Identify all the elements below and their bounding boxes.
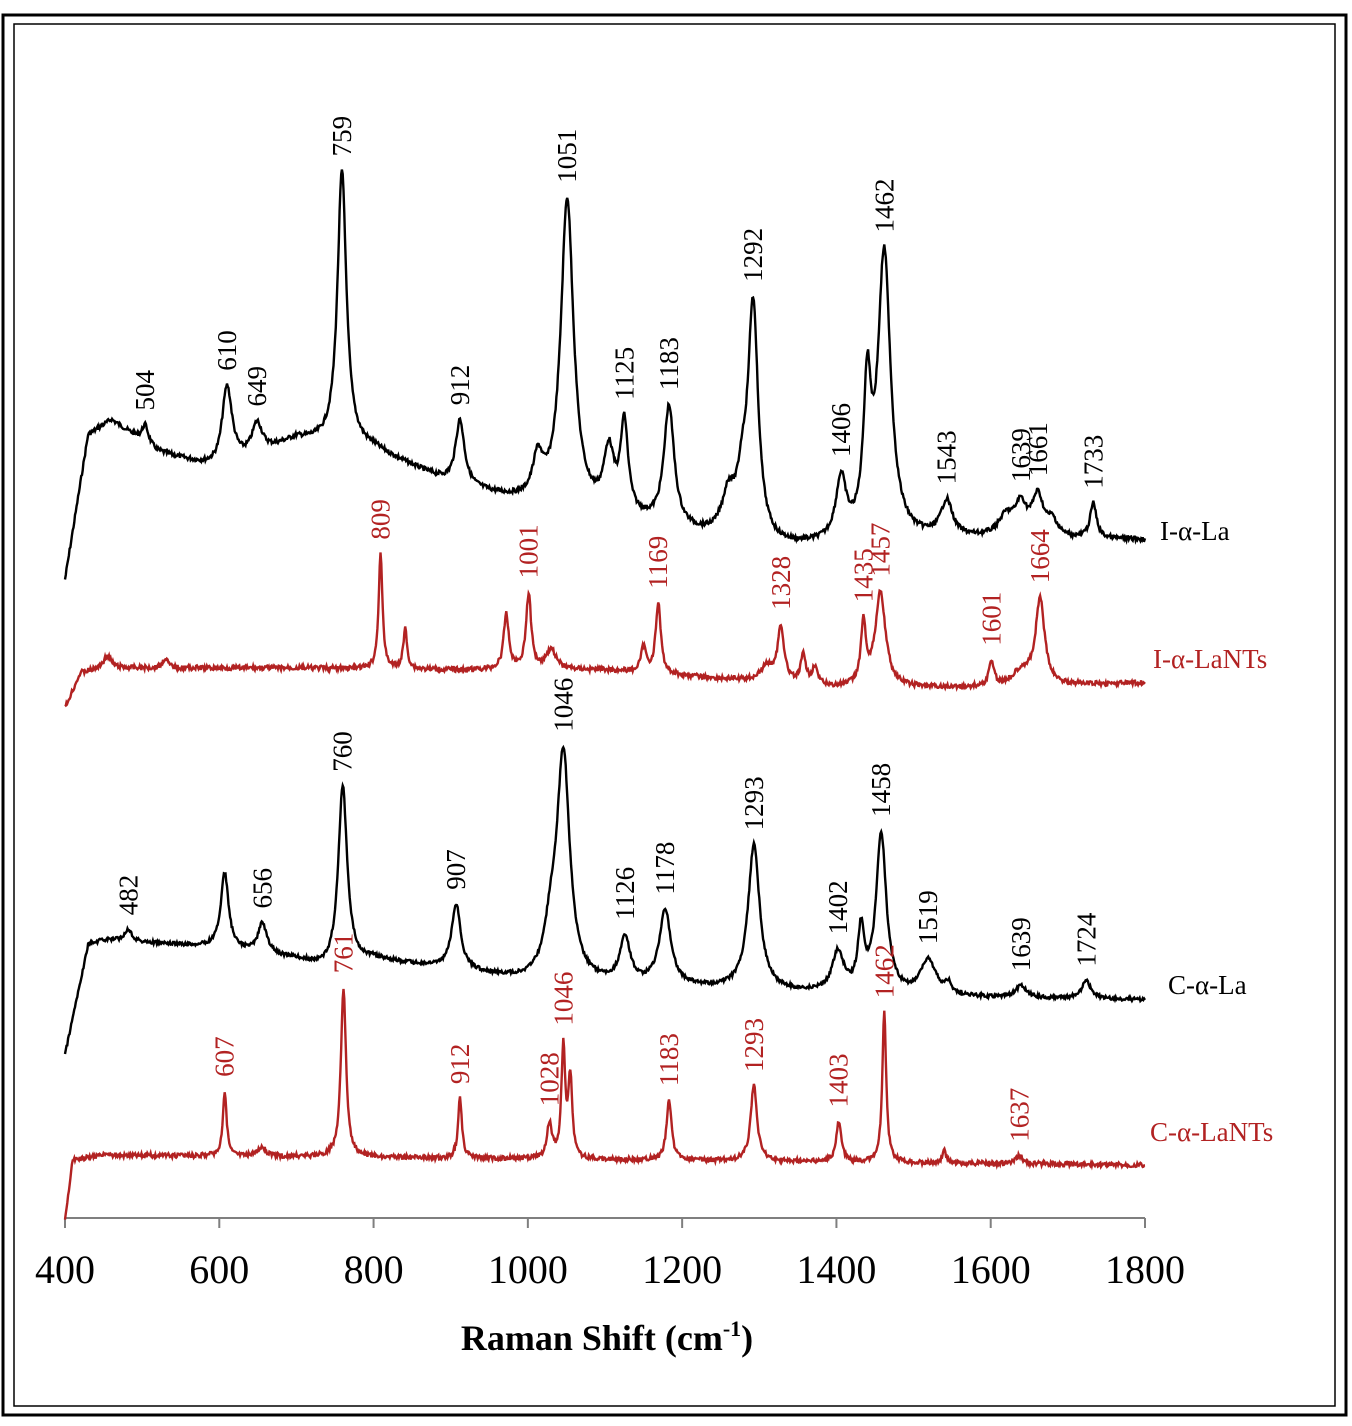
series-label-3: C-α-La bbox=[1168, 970, 1247, 1000]
peak-label: 1639 bbox=[1006, 917, 1036, 971]
peak-label: 1293 bbox=[739, 1018, 769, 1072]
peak-label: 1046 bbox=[548, 678, 578, 732]
peak-label: 1639 bbox=[1006, 428, 1036, 482]
trace-3 bbox=[63, 744, 1146, 1055]
peak-label: 1046 bbox=[548, 972, 578, 1026]
peak-label: 1724 bbox=[1071, 912, 1101, 967]
peak-label: 1435 bbox=[848, 548, 878, 602]
peak-label: 1664 bbox=[1025, 529, 1055, 584]
peak-label: 1733 bbox=[1078, 435, 1108, 489]
inner-border bbox=[13, 23, 1336, 1407]
peak-label: 1125 bbox=[609, 347, 639, 400]
x-axis-tick-labels: 400 600 800 1000 1200 1400 1600 1800 bbox=[35, 1247, 1185, 1292]
peak-label: 504 bbox=[130, 370, 160, 411]
x-tick-label-1800: 1800 bbox=[1105, 1247, 1185, 1292]
x-tick-label-1400: 1400 bbox=[796, 1247, 876, 1292]
series-label-4: C-α-LaNTs bbox=[1150, 1117, 1273, 1147]
peak-label: 610 bbox=[212, 330, 242, 371]
peak-label: 649 bbox=[242, 366, 272, 407]
x-tick-label-400: 400 bbox=[35, 1247, 95, 1292]
peak-label: 1406 bbox=[826, 403, 856, 457]
peak-label: 759 bbox=[327, 116, 357, 157]
trace-4 bbox=[63, 988, 1146, 1220]
peak-label: 1458 bbox=[866, 763, 896, 817]
x-axis-title-close: ) bbox=[741, 1318, 753, 1358]
peak-label: 809 bbox=[366, 499, 396, 540]
peak-label: 912 bbox=[445, 1044, 475, 1085]
peak-label: 1178 bbox=[650, 842, 680, 895]
peak-label: 1126 bbox=[610, 867, 640, 920]
series-label-1: I-α-La bbox=[1160, 516, 1230, 546]
peak-label: 761 bbox=[329, 933, 359, 974]
x-tick-label-1200: 1200 bbox=[642, 1247, 722, 1292]
spectra-traces bbox=[63, 169, 1147, 1220]
trace-1 bbox=[63, 169, 1147, 580]
peak-label: 760 bbox=[328, 731, 358, 772]
x-axis-title-superscript: -1 bbox=[723, 1316, 741, 1341]
peak-label: 1601 bbox=[977, 592, 1007, 646]
peak-label: 1169 bbox=[643, 536, 673, 589]
peak-label: 1292 bbox=[738, 228, 768, 282]
peak-label: 1028 bbox=[535, 1052, 565, 1106]
peak-label: 1462 bbox=[869, 179, 899, 233]
peak-label: 1328 bbox=[766, 556, 796, 610]
peak-label: 1001 bbox=[514, 524, 544, 578]
peak-label: 482 bbox=[113, 875, 143, 916]
series-labels: I-α-La I-α-LaNTs C-α-La C-α-LaNTs bbox=[1150, 516, 1273, 1147]
series-label-2: I-α-LaNTs bbox=[1153, 644, 1267, 674]
peak-label: 1403 bbox=[824, 1054, 854, 1108]
x-axis-title: Raman Shift (cm-1) bbox=[461, 1316, 753, 1358]
outer-border bbox=[1, 13, 1348, 1417]
peak-label: 907 bbox=[441, 849, 471, 890]
x-tick-label-600: 600 bbox=[189, 1247, 249, 1292]
peak-label: 912 bbox=[445, 365, 475, 406]
x-tick-label-1600: 1600 bbox=[951, 1247, 1031, 1292]
peak-label: 1462 bbox=[869, 944, 899, 998]
peak-label: 1457 bbox=[865, 523, 895, 577]
x-axis-ticks bbox=[64, 1218, 1146, 1228]
peak-label: 1183 bbox=[654, 1033, 684, 1086]
peak-label: 607 bbox=[210, 1036, 240, 1077]
x-tick-label-1000: 1000 bbox=[488, 1247, 568, 1292]
peak-label: 1637 bbox=[1004, 1088, 1034, 1142]
peak-label: 656 bbox=[248, 868, 278, 909]
peak-label: 1051 bbox=[552, 129, 582, 183]
x-tick-label-800: 800 bbox=[344, 1247, 404, 1292]
peak-label: 1519 bbox=[913, 890, 943, 944]
peak-label: 1543 bbox=[932, 430, 962, 484]
peak-label: 1402 bbox=[823, 880, 853, 934]
trace-2 bbox=[64, 552, 1146, 708]
peak-label: 1293 bbox=[739, 776, 769, 830]
peak-label: 1661 bbox=[1023, 422, 1053, 476]
peak-label: 1183 bbox=[654, 337, 684, 390]
